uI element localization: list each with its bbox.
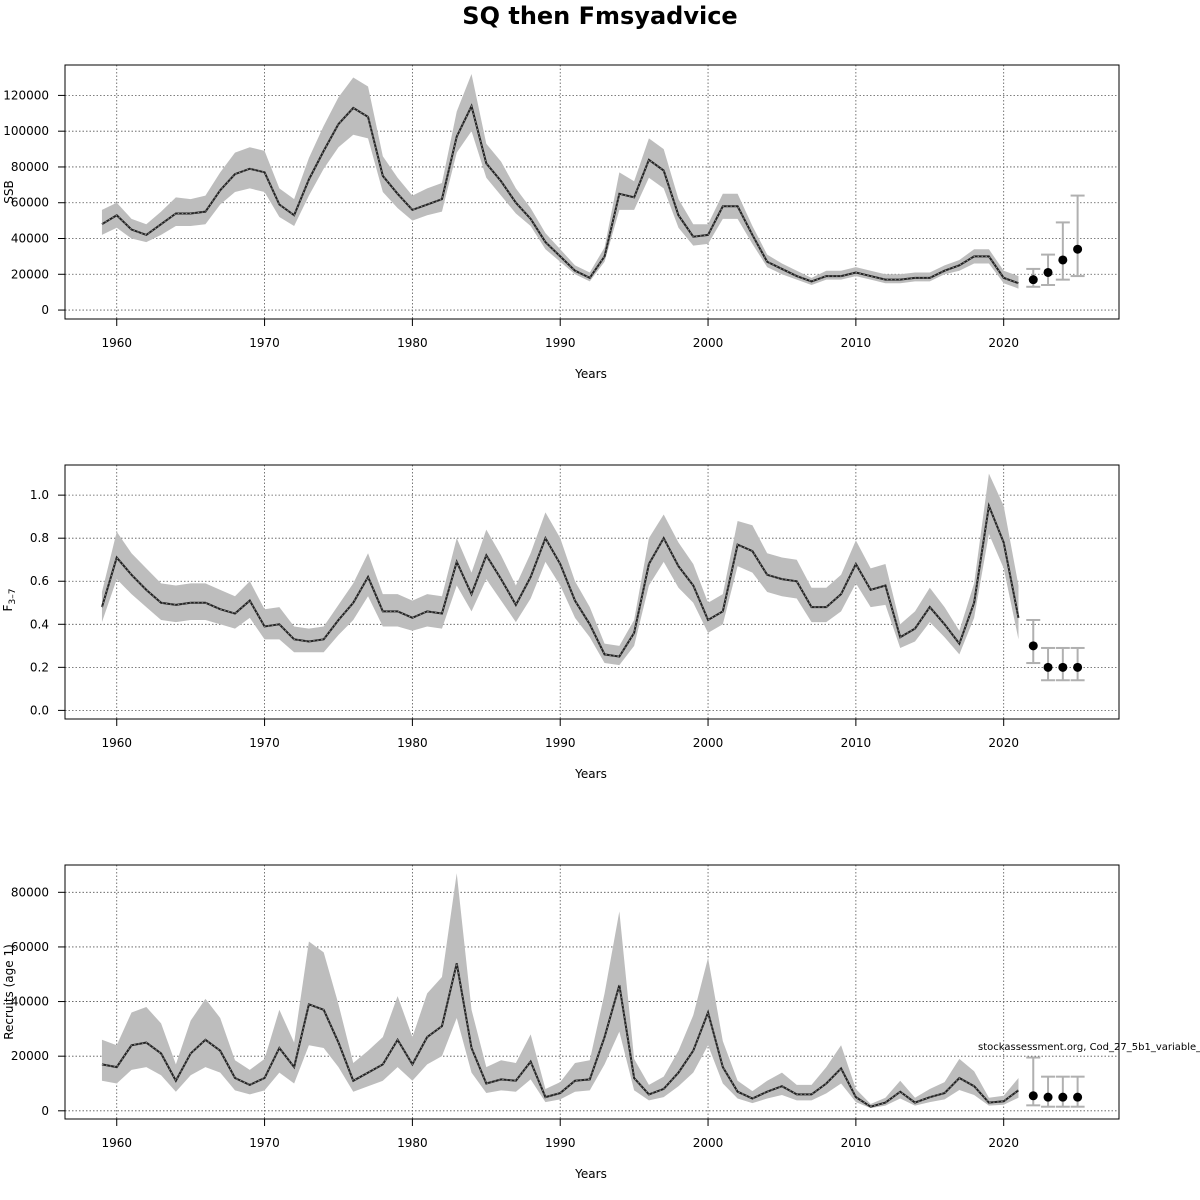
x-axis-label: Years [574, 1167, 607, 1181]
x-tick-label: 1980 [397, 1136, 428, 1150]
x-tick-label: 2020 [988, 336, 1019, 350]
y-tick-label: 40000 [11, 995, 49, 1009]
y-tick-label: 0.0 [30, 703, 49, 717]
y-tick-label: 1.0 [30, 488, 49, 502]
y-tick-label: 120000 [3, 88, 49, 102]
forecast-point [1043, 267, 1053, 277]
y-axis-label-main: F [1, 604, 15, 611]
forecast-point [1073, 1092, 1083, 1102]
forecast-point [1028, 641, 1038, 651]
y-tick-label: 0 [41, 303, 49, 317]
x-tick-label: 1980 [397, 736, 428, 750]
x-tick-label: 2010 [841, 736, 872, 750]
forecast-point [1028, 1091, 1038, 1101]
y-tick-label: 0.8 [30, 531, 49, 545]
y-tick-label: 60000 [11, 196, 49, 210]
y-axis-label: Recruits (age 1) [2, 944, 16, 1040]
x-tick-label: 2000 [693, 336, 724, 350]
x-tick-label: 2020 [988, 1136, 1019, 1150]
x-tick-label: 2010 [841, 1136, 872, 1150]
y-tick-label: 20000 [11, 267, 49, 281]
forecast-point [1043, 1092, 1053, 1102]
x-tick-label: 2020 [988, 736, 1019, 750]
plot-frame [64, 864, 1120, 1120]
y-tick-label: 60000 [11, 940, 49, 954]
estimate-line-dots [101, 504, 1019, 658]
y-axis-label: SSB [2, 180, 16, 203]
x-tick-label: 2000 [693, 1136, 724, 1150]
y-tick-label: 40000 [11, 232, 49, 246]
x-tick-label: 1970 [249, 336, 280, 350]
x-tick-label: 1970 [249, 1136, 280, 1150]
plot-frame [64, 64, 1120, 320]
y-tick-label: 0.4 [30, 617, 49, 631]
x-tick-label: 1970 [249, 736, 280, 750]
panel-ssb: 1960 1970 1980 1990 2000 2010 2020 0 20000 40000 6… [2, 64, 1120, 381]
x-tick-label: 1990 [545, 336, 576, 350]
x-tick-label: 2000 [693, 736, 724, 750]
forecast-point [1028, 275, 1038, 285]
x-tick-label: 1980 [397, 336, 428, 350]
x-tick-label: 1960 [101, 1136, 132, 1150]
estimate-line-dots [101, 104, 1019, 284]
estimate-line-dots [101, 963, 1019, 1108]
confidence-band [101, 473, 1019, 666]
panel-fishing-mortality: 1960 1970 1980 1990 2000 2010 2020 0.0 0.2 0.4 0.6… [1, 464, 1120, 781]
y-tick-label: 80000 [11, 160, 49, 174]
y-tick-label: 0.2 [30, 660, 49, 674]
y-axis-label-subscript: 3–7 [8, 589, 18, 605]
y-tick-label: 20000 [11, 1049, 49, 1063]
confidence-band [101, 873, 1019, 1109]
x-axis-label: Years [574, 367, 607, 381]
confidence-band [101, 73, 1019, 289]
panel-recruits: 1960 1970 1980 1990 2000 2010 2020 0 20000 40000 6… [2, 864, 1120, 1181]
forecast-point [1073, 662, 1083, 672]
plot-frame [64, 464, 1120, 720]
forecast-point [1058, 1092, 1068, 1102]
y-tick-label: 0 [41, 1104, 49, 1118]
y-tick-label: 80000 [11, 885, 49, 899]
x-axis-label: Years [574, 767, 607, 781]
page-title: SQ then Fmsyadvice [462, 2, 738, 30]
x-tick-label: 1960 [101, 736, 132, 750]
forecast-point [1058, 662, 1068, 672]
x-tick-label: 1990 [545, 736, 576, 750]
forecast-point [1073, 244, 1083, 254]
x-tick-label: 1990 [545, 1136, 576, 1150]
y-tick-label: 100000 [3, 124, 49, 138]
x-tick-label: 2010 [841, 336, 872, 350]
x-tick-label: 1960 [101, 336, 132, 350]
forecast-point [1058, 255, 1068, 265]
y-tick-label: 0.6 [30, 574, 49, 588]
y-axis-label: F3–7 [1, 589, 18, 612]
watermark-text: stockassessment.org, Cod_27_5b1_variable… [978, 1042, 1200, 1053]
forecast-point [1043, 662, 1053, 672]
